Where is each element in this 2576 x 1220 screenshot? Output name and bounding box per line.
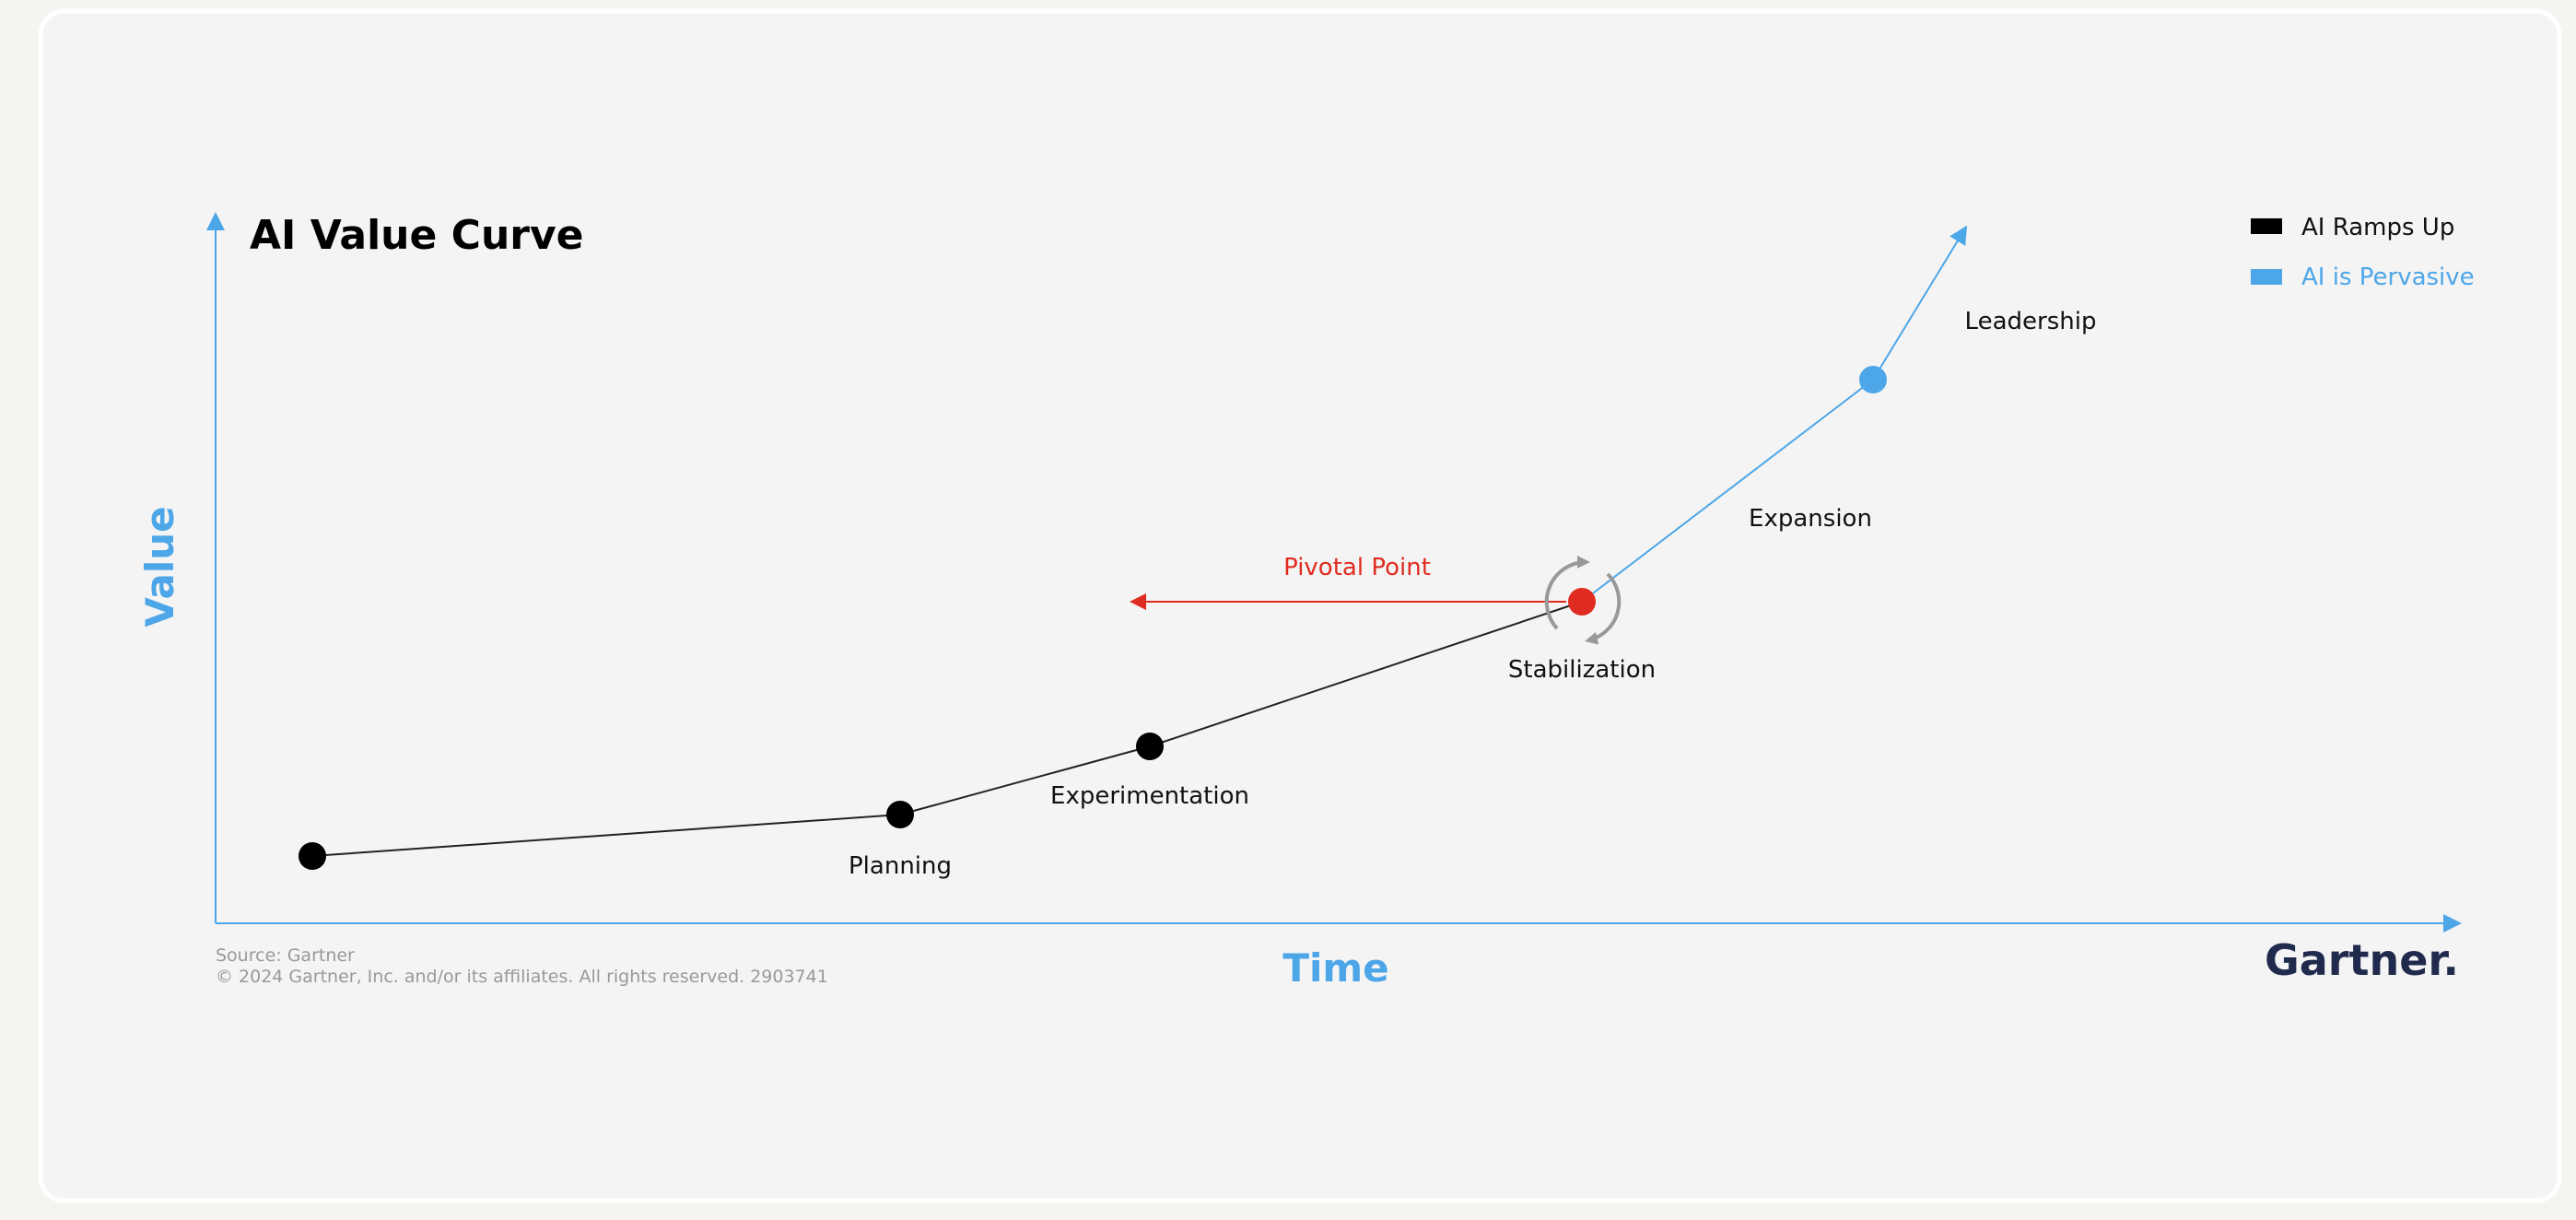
legend-label: AI is Pervasive (2301, 264, 2475, 291)
stage-point (1136, 733, 1164, 760)
stage-label: Expansion (1749, 505, 1872, 533)
stage-label: Planning (849, 852, 952, 880)
stage-label: Leadership (1965, 308, 2097, 335)
stage-point (886, 801, 914, 828)
source: Source: Gartner (216, 945, 355, 966)
pivot-point (1568, 588, 1596, 616)
title: AI Value Curve (250, 212, 583, 259)
logo: Gartner. (2265, 935, 2459, 985)
cycle-arrow (1585, 572, 1622, 645)
stage-label: Stabilization (1508, 656, 1656, 684)
stage-label: Experimentation (1050, 782, 1249, 810)
card (38, 8, 2562, 1203)
pivot-label: Pivotal Point (1283, 554, 1431, 581)
x-axis-label: Time (1282, 945, 1388, 991)
cycle-arrow (1544, 555, 1590, 630)
y-axis-label: Value (137, 506, 182, 627)
legend-swatch (2251, 269, 2282, 285)
legend-label: AI Ramps Up (2301, 214, 2454, 241)
stage-point (299, 842, 326, 870)
pervasive-line (1581, 379, 1874, 603)
copyright: © 2024 Gartner, Inc. and/or its affiliat… (216, 967, 828, 987)
stage-point (1859, 366, 1887, 393)
pervasive-arrow (1872, 225, 1968, 381)
legend-swatch (2251, 218, 2282, 234)
ramp-line (311, 601, 1583, 857)
